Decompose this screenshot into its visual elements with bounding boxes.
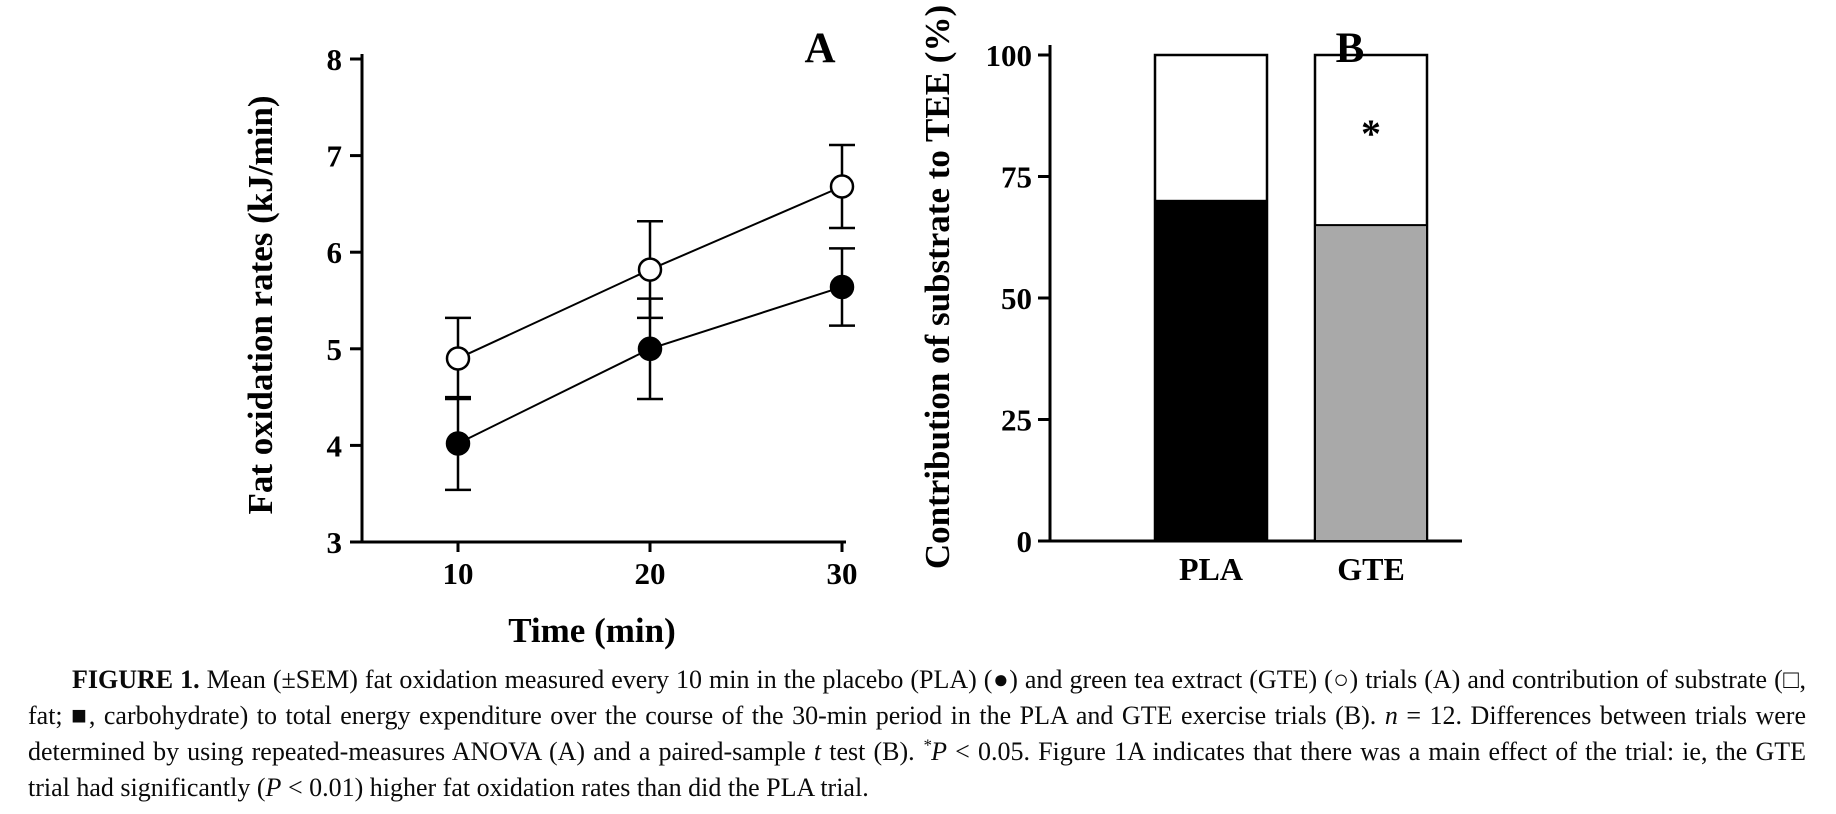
- panel-a-x-tick-label: 10: [443, 556, 474, 591]
- panel-a-y-tick-label: 7: [327, 139, 343, 174]
- panel-b-y-tick-label: 0: [1017, 524, 1033, 559]
- filled-circle-marker: [445, 431, 471, 456]
- panel-a-y-tick-label: 5: [327, 332, 343, 367]
- caption-segment: Mean (±SEM) fat oxidation measured every…: [28, 665, 1806, 730]
- open-circle-marker: [829, 174, 855, 199]
- open-circle-marker: [637, 257, 663, 282]
- panel-a-y-tick-label: 4: [327, 428, 343, 463]
- caption-segment: = 12. Differences between trials were de…: [28, 701, 1806, 766]
- caption-segment: t: [813, 737, 822, 766]
- panel-b-category-label: GTE: [1337, 551, 1405, 587]
- panel-b-y-axis-label: Contribution of substrate to TEE (%): [918, 5, 957, 569]
- figure-charts: 3 4 5 6 7 8 10 20 30 Fat oxidation rates (kJ/min)…: [241, 5, 1462, 650]
- panel-b-y-tick-label: 100: [986, 38, 1033, 73]
- panel-a-y-tick-label: 6: [327, 235, 343, 270]
- panel-a-x-tick-label: 20: [635, 556, 666, 591]
- panel-b: 0 25 50 75 100 PLA GTE * Contribution of substra…: [918, 5, 1462, 587]
- panel-a-y-tick-label: 3: [327, 525, 343, 560]
- caption-segment: P: [265, 773, 282, 802]
- panel-b-y-tick-label: 25: [1001, 403, 1032, 438]
- panel-b-y-tick-label: 50: [1001, 281, 1032, 316]
- figure-caption: FIGURE 1. Mean (±SEM) fat oxidation meas…: [28, 662, 1806, 806]
- caption-segment: < 0.05. Figure 1A indicates that there w…: [28, 737, 1806, 802]
- caption-segment: test (B).: [821, 737, 923, 766]
- panel-a-x-tick-label: 30: [827, 556, 858, 591]
- panel-a-y-tick-label: 8: [327, 42, 343, 77]
- panel-a-letter: A: [804, 25, 835, 72]
- caption-segment: P: [931, 737, 948, 766]
- caption-segment: FIGURE 1.: [72, 665, 207, 694]
- caption-segment: < 0.01) higher fat oxidation rates than …: [281, 773, 869, 802]
- bar-carbohydrate-segment-gte: [1314, 224, 1428, 542]
- panel-b-y-tick-label: 75: [1001, 160, 1032, 195]
- open-circle-marker: [445, 346, 471, 371]
- caption-segment: *: [922, 735, 932, 755]
- panel-b-letter: B: [1336, 25, 1365, 72]
- bar-carbohydrate-segment-pla: [1154, 199, 1268, 543]
- significance-asterisk: *: [1361, 111, 1381, 156]
- caption-segment: n: [1384, 701, 1398, 730]
- panel-a-y-axis-label: Fat oxidation rates (kJ/min): [241, 95, 280, 514]
- panel-b-category-label: PLA: [1179, 551, 1243, 587]
- filled-circle-marker: [829, 274, 855, 300]
- filled-circle-marker: [637, 336, 663, 362]
- panel-a-x-axis-label: Time (min): [508, 611, 676, 650]
- panel-a: 3 4 5 6 7 8 10 20 30 Fat oxidation rates (kJ/min)…: [241, 25, 858, 650]
